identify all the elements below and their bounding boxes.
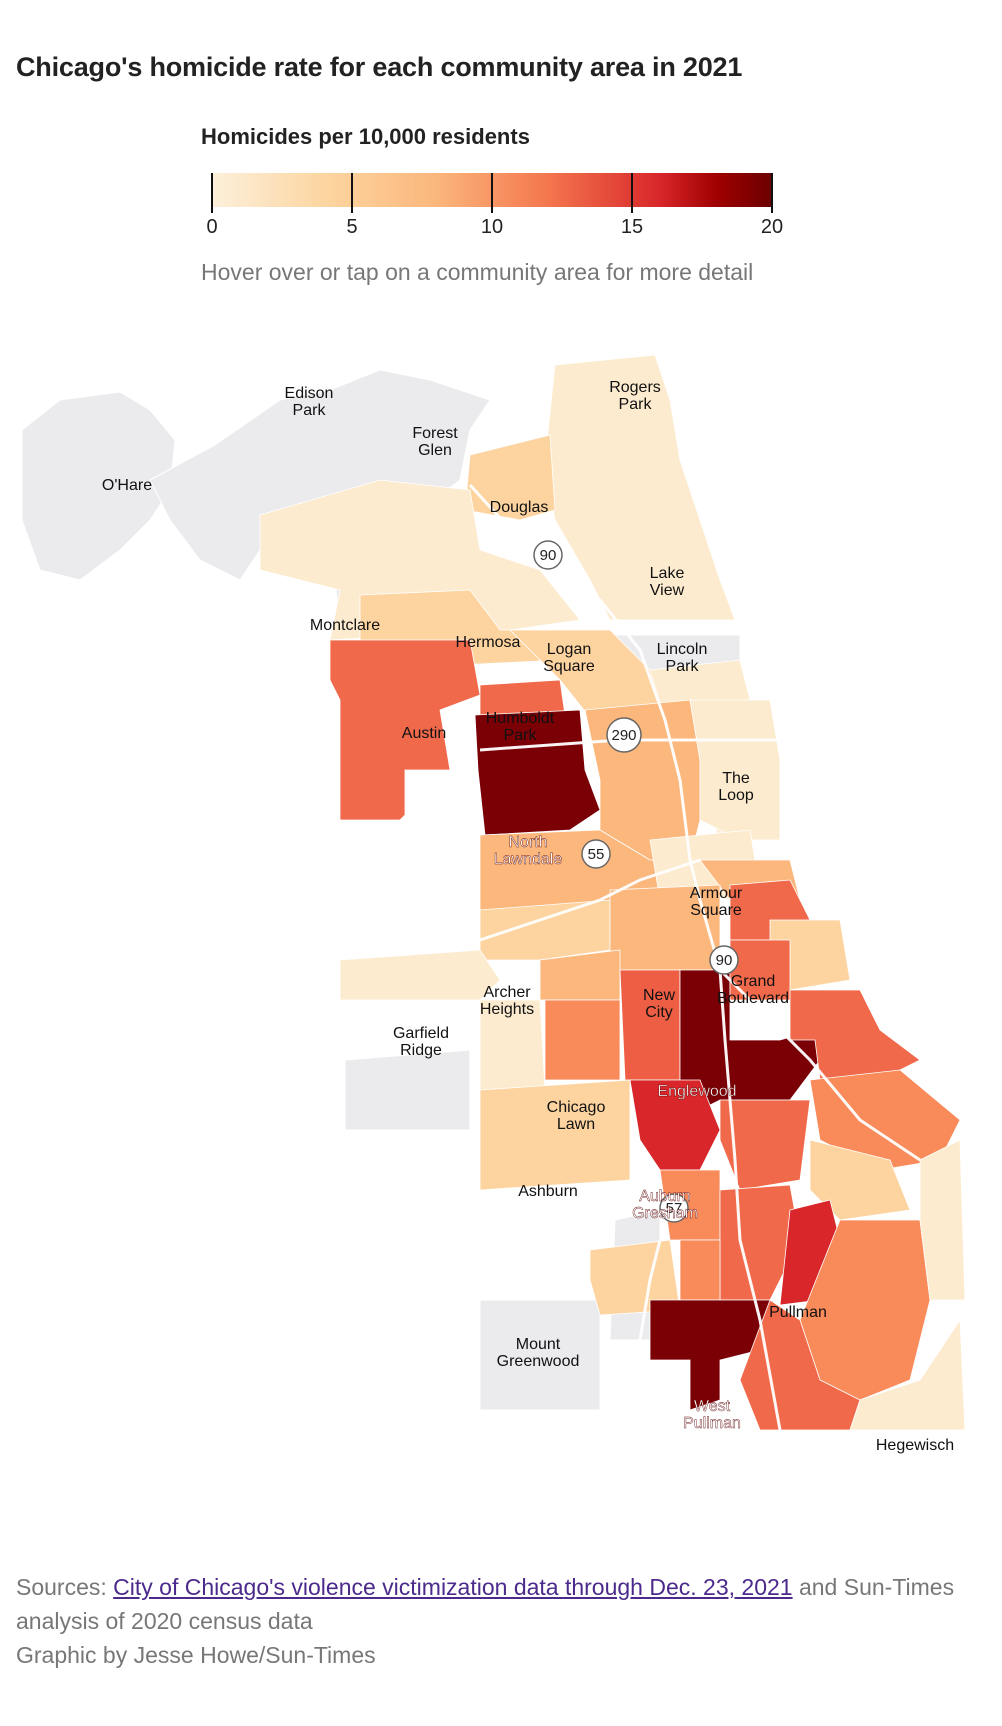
label-archer-heights: Archer bbox=[483, 984, 531, 1001]
highway-shield: 57 bbox=[659, 1193, 689, 1223]
label-the-loop: Loop bbox=[718, 787, 754, 804]
legend-tick bbox=[771, 173, 773, 213]
legend-tick-label: 5 bbox=[346, 216, 358, 238]
legend-tick bbox=[211, 173, 213, 213]
label-forest-glen: Glen bbox=[418, 442, 452, 459]
area-west-dark bbox=[474, 709, 601, 836]
legend-tick bbox=[351, 173, 353, 213]
area-morgan-park bbox=[589, 1239, 681, 1316]
label-armour-square: Armour bbox=[690, 885, 743, 902]
svg-text:57: 57 bbox=[666, 1200, 683, 1217]
label-edison-park: Park bbox=[293, 402, 327, 419]
label-ohare: O'Hare bbox=[102, 477, 152, 494]
sources-suffix: and Sun-Times analysis of 2020 census da… bbox=[16, 1574, 955, 1634]
svg-text:90: 90 bbox=[540, 547, 557, 564]
area-austin bbox=[329, 639, 481, 821]
label-ashburn: Ashburn bbox=[518, 1183, 578, 1200]
label-mount-greenwood: Greenwood bbox=[497, 1353, 580, 1370]
label-rogers-park: Park bbox=[619, 396, 653, 413]
label-humboldt-park: Humboldt bbox=[486, 710, 555, 727]
label-garfield-ridge: Ridge bbox=[400, 1042, 442, 1059]
area-ashburn bbox=[479, 1079, 631, 1191]
label-mount-greenwood: Mount bbox=[516, 1336, 561, 1353]
area-chatham bbox=[719, 1099, 811, 1191]
area-chicago-lawn bbox=[544, 999, 621, 1081]
label-lincoln-park: Park bbox=[666, 658, 700, 675]
label-lincoln-park: Lincoln bbox=[657, 641, 708, 658]
label-austin: Austin bbox=[402, 725, 446, 742]
label-rogers-park: Rogers bbox=[609, 379, 661, 396]
legend-tick-label: 10 bbox=[480, 216, 504, 238]
label-hermosa: Hermosa bbox=[456, 634, 521, 651]
legend-tick-label: 20 bbox=[760, 216, 784, 238]
label-forest-glen: Forest bbox=[412, 425, 458, 442]
legend-title: Homicides per 10,000 residents bbox=[201, 124, 530, 149]
label-north-lawndale: North bbox=[508, 834, 547, 851]
chart-title: Chicago's homicide rate for each communi… bbox=[16, 52, 743, 82]
label-chicago-lawn: Lawn bbox=[557, 1116, 595, 1133]
label-humboldt-park: Park bbox=[504, 727, 538, 744]
area-east-side bbox=[919, 1139, 966, 1301]
area-northwest-pale bbox=[259, 479, 581, 641]
place-labels: Edison Park Rogers Park Forest Glen O'Ha… bbox=[102, 379, 954, 1454]
label-douglas: Douglas bbox=[490, 499, 549, 516]
label-hegewisch: Hegewisch bbox=[876, 1437, 954, 1454]
svg-text:90: 90 bbox=[716, 952, 733, 969]
sources-prefix: Sources: bbox=[16, 1574, 114, 1600]
highway-shield: 55 bbox=[581, 839, 611, 869]
label-logan-square: Square bbox=[543, 658, 595, 675]
label-armour-square: Square bbox=[690, 902, 742, 919]
graphic-credit: Graphic by Jesse Howe/Sun-Times bbox=[16, 1642, 376, 1668]
svg-text:290: 290 bbox=[611, 727, 636, 744]
sources-link[interactable]: City of Chicago's violence victimization… bbox=[113, 1574, 793, 1600]
label-garfield-ridge: Garfield bbox=[393, 1025, 449, 1042]
label-grand-boulevard: Boulevard bbox=[717, 990, 789, 1007]
highway-shield: 90 bbox=[533, 540, 563, 570]
expressways bbox=[468, 483, 921, 1431]
label-auburn-gresham: Auburn bbox=[639, 1188, 691, 1205]
label-pullman: Pullman bbox=[769, 1304, 827, 1321]
label-north-lawndale: Lawndale bbox=[494, 851, 563, 868]
highway-shield: 290 bbox=[606, 717, 642, 753]
legend-tick bbox=[491, 173, 493, 213]
area-archer-heights bbox=[479, 899, 611, 961]
label-auburn-gresham: Gresham bbox=[632, 1205, 698, 1222]
area-calumet-heights bbox=[809, 1139, 911, 1221]
label-lake-view: View bbox=[650, 582, 685, 599]
area-the-loop bbox=[689, 699, 781, 841]
legend-tick-label: 15 bbox=[620, 216, 644, 238]
area-hegewisch bbox=[849, 1318, 966, 1431]
community-areas[interactable] bbox=[259, 354, 966, 1431]
label-chicago-lawn: Chicago bbox=[547, 1099, 606, 1116]
chicago-community-map[interactable]: 90 290 55 90 57 Edison Park Rogers Park … bbox=[0, 340, 1002, 1540]
label-the-loop: The bbox=[722, 770, 750, 787]
area-beverly bbox=[679, 1239, 721, 1301]
label-englewood: Englewood bbox=[657, 1083, 736, 1100]
label-montclare: Montclare bbox=[310, 617, 380, 634]
label-edison-park: Edison bbox=[285, 385, 334, 402]
highway-shield: 90 bbox=[709, 945, 739, 975]
label-west-pullman: Pullman bbox=[683, 1415, 741, 1432]
hover-hint: Hover over or tap on a community area fo… bbox=[201, 259, 754, 285]
label-grand-boulevard: Grand bbox=[731, 973, 775, 990]
label-archer-heights: Heights bbox=[480, 1001, 534, 1018]
sources-note: Sources: City of Chicago's violence vict… bbox=[16, 1570, 976, 1672]
legend-tick bbox=[631, 173, 633, 213]
legend-tick-label: 0 bbox=[206, 216, 218, 238]
svg-text:55: 55 bbox=[588, 846, 605, 863]
label-lake-view: Lake bbox=[650, 565, 685, 582]
label-west-pullman: West bbox=[694, 1398, 731, 1415]
label-new-city: New bbox=[643, 987, 675, 1004]
label-logan-square: Logan bbox=[547, 641, 592, 658]
area-garfield-ridge bbox=[339, 949, 501, 1001]
label-new-city: City bbox=[645, 1004, 673, 1021]
